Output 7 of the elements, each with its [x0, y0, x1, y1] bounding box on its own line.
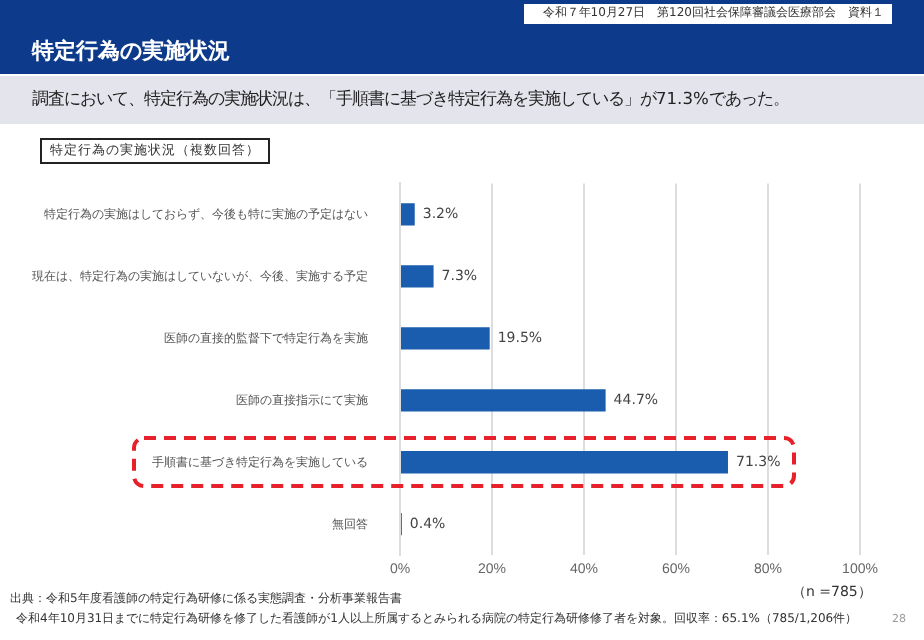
bar — [401, 203, 415, 226]
chart-subtitle: 調査において、特定行為の実施状況は、「手順書に基づき特定行為を実施している」が71.3%であった。 — [32, 88, 789, 110]
text: 特定行為の実施状況 — [32, 36, 230, 66]
bar — [401, 265, 434, 288]
bar — [401, 451, 728, 474]
bar — [401, 389, 606, 412]
bar — [401, 327, 490, 350]
